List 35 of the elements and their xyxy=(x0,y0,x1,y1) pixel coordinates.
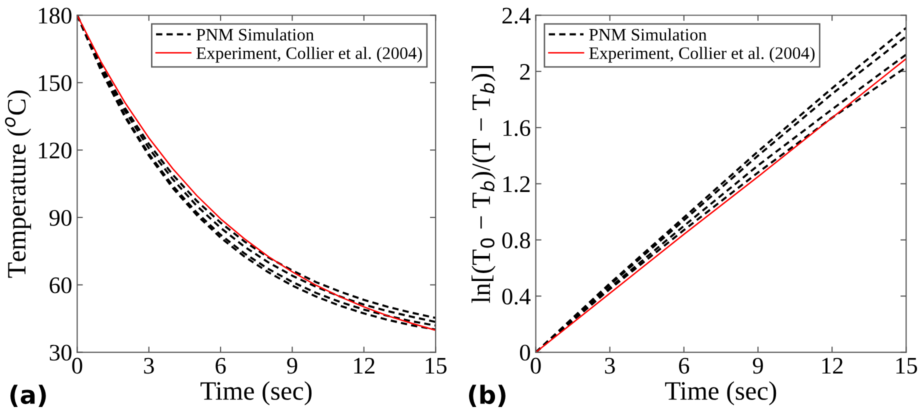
x-tick-label: 15 xyxy=(426,358,446,374)
x-tick-label: 0 xyxy=(72,358,82,374)
text: (b) xyxy=(469,384,506,408)
x-tick-label: 12 xyxy=(354,358,374,374)
y-tick-label: 30 xyxy=(50,344,72,361)
y-tick-label: 180 xyxy=(38,8,72,24)
y-tick-label: 0 xyxy=(520,344,530,361)
y-tick-label: 1.2 xyxy=(503,176,530,192)
x-axis-title: Time (sec) xyxy=(665,381,776,406)
y-tick-label: 0.4 xyxy=(502,288,531,305)
x-tick-label: 3 xyxy=(605,358,615,374)
y-tick-label: 2 xyxy=(520,64,530,80)
y-tick-label: 90 xyxy=(49,210,72,226)
x-tick-label: 9 xyxy=(752,358,763,374)
x-axis-title: Time (sec) xyxy=(200,381,312,406)
y-axis-title: ln[(T$_{0}$ − T$_{b}$)/(T − T$_{b}$)] xyxy=(472,66,496,303)
legend-label: PNM Simulation xyxy=(196,28,314,41)
y-tick-label: 120 xyxy=(38,142,72,158)
x-tick-label: 9 xyxy=(287,358,298,374)
y-tick-label: 1.6 xyxy=(503,120,530,136)
x-tick-label: 6 xyxy=(216,358,226,374)
x-tick-label: 3 xyxy=(144,358,154,374)
y-tick-label: 2.4 xyxy=(502,8,531,24)
y-tick-label: 150 xyxy=(38,75,72,92)
x-tick-label: 6 xyxy=(679,358,690,374)
legend-label: PNM Simulation xyxy=(589,28,707,41)
x-tick-label: 15 xyxy=(896,358,918,374)
y-axis-title: Temperature ($^{o}$C) xyxy=(4,90,32,278)
x-tick-label: 0 xyxy=(530,358,541,374)
legend-label: Experiment, Collier et al. (2004) xyxy=(589,46,815,63)
legend-label: Experiment, Collier et al. (2004) xyxy=(196,46,422,63)
text: (a) xyxy=(10,384,46,408)
y-tick-label: 60 xyxy=(50,277,72,294)
y-tick-label: 0.8 xyxy=(502,232,530,248)
x-tick-label: 12 xyxy=(822,358,843,374)
